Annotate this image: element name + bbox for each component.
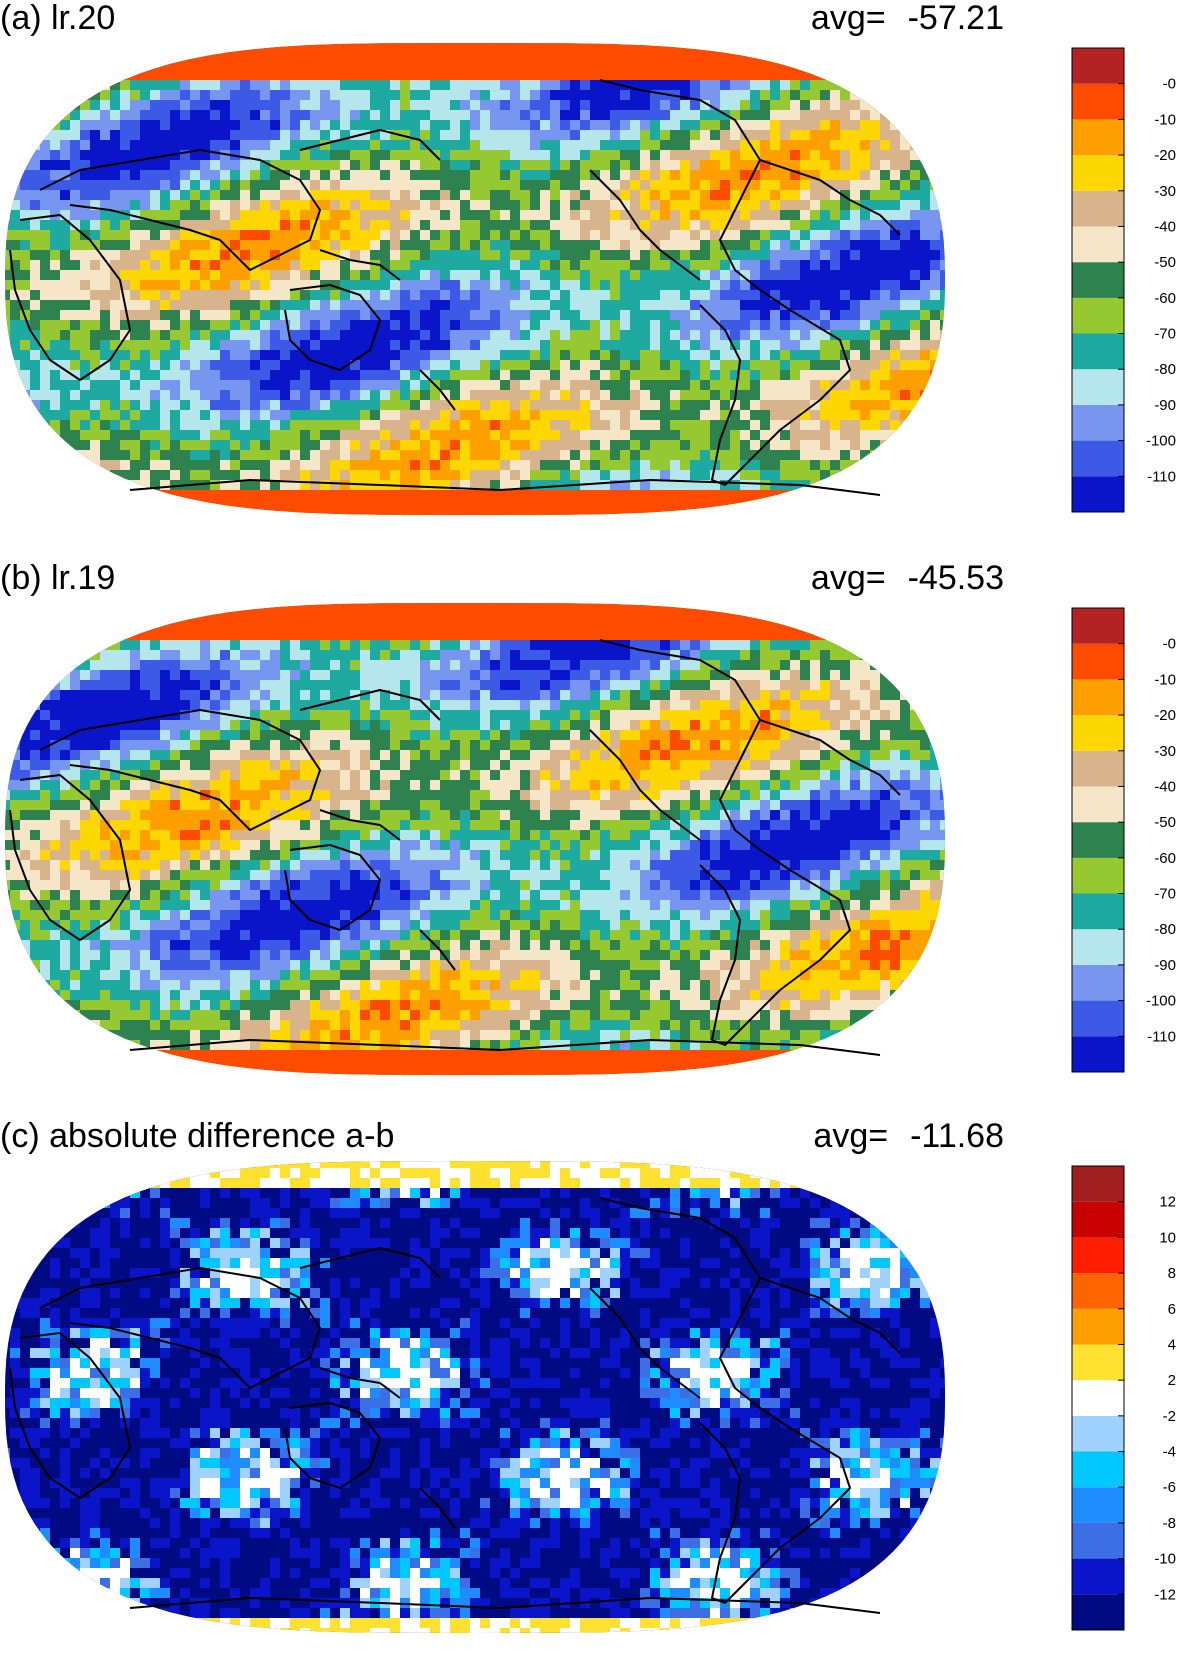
avg-label: avg=: [813, 1117, 889, 1155]
scale-swatch: [1072, 1000, 1124, 1037]
scale-swatch: [1072, 155, 1124, 191]
scale-tick-label: -10: [1154, 111, 1176, 128]
scale-tick-label: 4: [1168, 1337, 1176, 1354]
color-scale-bar: -12 -10 -8 -6 -4 -2 2 4 6 8 10 12: [1071, 1165, 1176, 1631]
scale-swatch: [1072, 1237, 1124, 1274]
scale-tick-label: -60: [1154, 290, 1176, 307]
scale-tick-label: -4: [1163, 1444, 1176, 1461]
scale-tick-label: 8: [1168, 1265, 1176, 1282]
scale-tick-label: -30: [1154, 183, 1176, 200]
scale-swatch: [1072, 786, 1124, 823]
scale-tick-label: -40: [1154, 779, 1176, 796]
scale-tick-label: -40: [1154, 219, 1176, 236]
panel-average: avg= -57.21: [811, 0, 1004, 36]
scale-swatch: [1072, 1380, 1124, 1416]
scale-tick-label: -90: [1154, 957, 1176, 974]
panel-c: (c) absolute difference a-b avg= -11.68 -…: [0, 1118, 1191, 1677]
scale-swatch: [1072, 476, 1124, 512]
scale-swatch: [1072, 190, 1124, 227]
scale-tick-label: 12: [1159, 1194, 1176, 1211]
scale-swatch: [1072, 822, 1124, 858]
scale-tick-label: -20: [1154, 147, 1176, 164]
scale-tick-label: -0: [1163, 636, 1176, 653]
scale-swatch: [1072, 1415, 1124, 1452]
scale-tick-label: -100: [1146, 433, 1176, 450]
world-map: [5, 603, 945, 1075]
scale-tick-label: -80: [1154, 361, 1176, 378]
scale-swatch: [1072, 1166, 1124, 1202]
color-scale-bar: -110 -100 -90 -80 -70 -60 -50 -40 -30 -20 -10 -0: [1071, 47, 1176, 513]
scale-tick-label: -10: [1154, 671, 1176, 688]
scale-tick-label: -6: [1163, 1479, 1176, 1496]
world-map: [5, 1161, 945, 1633]
scale-swatch: [1072, 119, 1124, 156]
scale-swatch: [1072, 1487, 1124, 1523]
panel-title: (a) lr.20: [0, 0, 116, 37]
scale-swatch: [1072, 1594, 1124, 1630]
scale-tick-label: -60: [1154, 850, 1176, 867]
scale-swatch: [1072, 440, 1124, 477]
scale-tick-label: -50: [1154, 254, 1176, 271]
scale-tick-label: -20: [1154, 707, 1176, 724]
color-scale-bar: -110 -100 -90 -80 -70 -60 -50 -40 -30 -20 -10 -0: [1071, 607, 1176, 1073]
scale-swatch: [1072, 1036, 1124, 1072]
avg-label: avg=: [810, 559, 886, 597]
scale-tick-label: -110: [1147, 1028, 1176, 1045]
scale-swatch: [1072, 1273, 1124, 1309]
avg-value: -57.21: [907, 0, 1004, 37]
scale-tick-label: -70: [1154, 326, 1176, 343]
scale-tick-label: -10: [1154, 1551, 1176, 1568]
scale-tick-label: -50: [1154, 814, 1176, 831]
scale-swatch: [1072, 715, 1124, 751]
scale-swatch: [1072, 1522, 1124, 1559]
scale-swatch: [1072, 1558, 1124, 1595]
scale-tick-label: -100: [1146, 993, 1176, 1010]
scale-swatch: [1072, 83, 1124, 120]
scale-swatch: [1072, 643, 1124, 680]
panel-b: (b) lr.19 avg= -45.53 -110 -100 -90 -80 -70 -6…: [0, 560, 1191, 1118]
scale-swatch: [1072, 404, 1124, 441]
scale-swatch: [1072, 226, 1124, 263]
avg-value: -45.53: [907, 559, 1004, 597]
avg-value: -11.68: [910, 1117, 1004, 1155]
panel-average: avg= -11.68: [813, 1118, 1004, 1154]
panel-a: (a) lr.20 avg= -57.21 -110 -100 -90 -80 -70 -6…: [0, 0, 1191, 560]
scale-swatch: [1072, 1344, 1124, 1381]
panel-average: avg= -45.53: [811, 560, 1004, 596]
scale-tick-label: -2: [1163, 1408, 1176, 1425]
scale-swatch: [1072, 893, 1124, 930]
panel-title: (c) absolute difference a-b: [0, 1117, 395, 1155]
scale-swatch: [1072, 262, 1124, 298]
scale-tick-label: 10: [1159, 1229, 1176, 1246]
scale-tick-label: -70: [1154, 886, 1176, 903]
avg-label: avg=: [810, 0, 886, 37]
scale-tick-label: 2: [1168, 1372, 1176, 1389]
scale-swatch: [1072, 48, 1124, 84]
scale-swatch: [1072, 750, 1124, 787]
scale-swatch: [1072, 608, 1124, 644]
scale-tick-label: 6: [1168, 1301, 1176, 1318]
scale-swatch: [1072, 333, 1124, 370]
scale-tick-label: -12: [1154, 1586, 1176, 1603]
scale-swatch: [1072, 964, 1124, 1001]
scale-tick-label: -80: [1154, 921, 1176, 938]
scale-swatch: [1072, 1451, 1124, 1488]
scale-swatch: [1072, 1308, 1124, 1345]
scale-tick-label: -0: [1163, 76, 1176, 93]
scale-tick-label: -30: [1154, 743, 1176, 760]
scale-swatch: [1072, 369, 1124, 405]
scale-swatch: [1072, 857, 1124, 894]
scale-tick-label: -110: [1147, 468, 1176, 485]
panel-title: (b) lr.19: [0, 559, 116, 597]
world-map: [5, 43, 945, 515]
scale-swatch: [1072, 929, 1124, 965]
scale-swatch: [1072, 679, 1124, 716]
scale-swatch: [1072, 1201, 1124, 1238]
scale-tick-label: -90: [1154, 397, 1176, 414]
scale-swatch: [1072, 297, 1124, 334]
scale-tick-label: -8: [1163, 1515, 1176, 1532]
